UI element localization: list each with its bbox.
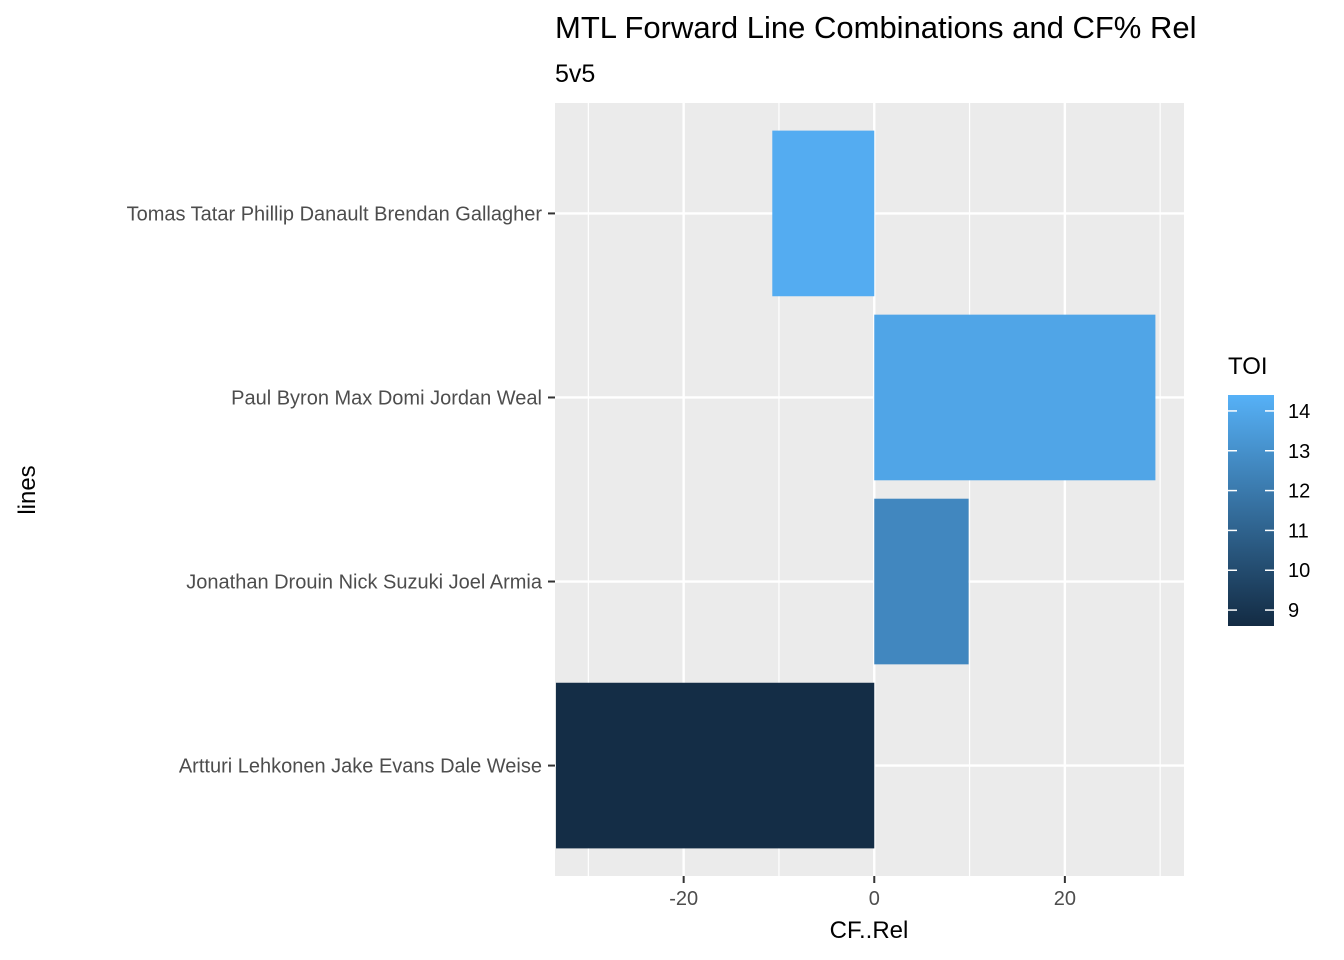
bar: [772, 130, 875, 297]
colorbar-label: 12: [1288, 481, 1310, 503]
y-tick-label: Artturi Lehkonen Jake Evans Dale Weise: [179, 756, 542, 778]
y-tick-label: Paul Byron Max Domi Jordan Weal: [231, 387, 542, 409]
x-tick-label: -20: [669, 888, 698, 910]
x-axis-label: CF..Rel: [829, 917, 909, 944]
chart-title: MTL Forward Line Combinations and CF% Re…: [555, 10, 1197, 45]
x-tick-label: 20: [1054, 888, 1076, 910]
chart-subtitle: 5v5: [555, 60, 596, 88]
y-axis: Tomas Tatar Phillip Danault Brendan Gall…: [127, 203, 555, 778]
color-legend: 9 10 11 12 13 14: [1228, 395, 1310, 626]
y-tick-label: Tomas Tatar Phillip Danault Brendan Gall…: [127, 203, 543, 225]
colorbar-label: 13: [1288, 441, 1310, 463]
colorbar-label: 14: [1288, 401, 1310, 423]
x-axis: -20 0 20: [669, 876, 1076, 910]
bar: [874, 498, 969, 665]
colorbar-label: 9: [1288, 600, 1299, 622]
bar: [874, 314, 1156, 481]
legend-title: TOI: [1228, 353, 1268, 380]
x-tick-label: 0: [869, 888, 880, 910]
colorbar-label: 10: [1288, 560, 1310, 582]
bars: [555, 130, 1156, 849]
bar: [555, 682, 875, 849]
y-tick-label: Jonathan Drouin Nick Suzuki Joel Armia: [186, 572, 543, 594]
colorbar: [1228, 395, 1274, 626]
colorbar-label: 11: [1288, 520, 1309, 542]
